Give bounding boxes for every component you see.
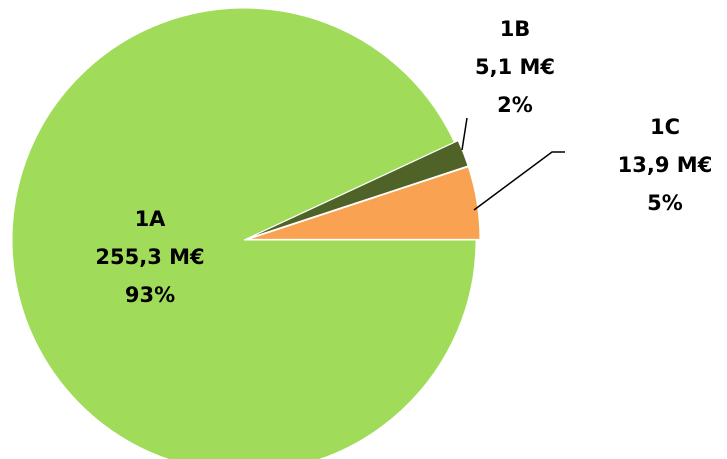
slice-label: 1B	[500, 17, 531, 41]
value-label: 255,3 M€	[95, 245, 204, 269]
value-label: 5,1 M€	[475, 55, 555, 79]
slice-label: 1A	[135, 207, 167, 231]
percent-label: 5%	[647, 191, 683, 215]
pie-slice	[11, 7, 477, 459]
percent-label: 93%	[125, 283, 175, 307]
slice-label: 1C	[650, 115, 680, 139]
leader-line	[461, 117, 468, 151]
value-label: 13,9 M€	[618, 153, 713, 177]
leader-line	[473, 151, 565, 211]
percent-label: 2%	[497, 93, 533, 117]
pie-slice	[247, 166, 481, 240]
pie-slice	[247, 140, 469, 240]
